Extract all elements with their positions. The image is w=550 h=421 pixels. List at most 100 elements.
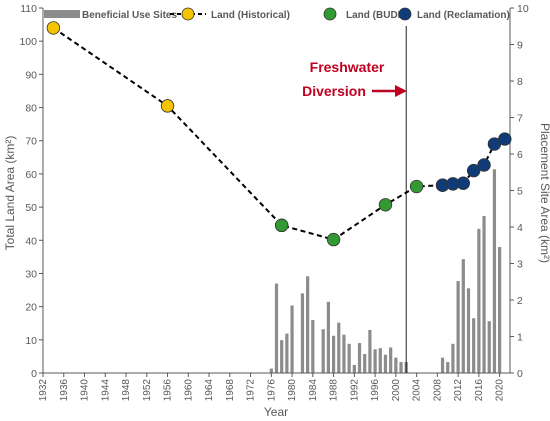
bar-2020 [498,247,502,373]
legend: Beneficial Use Sites Land (Historical) L… [44,7,510,21]
x-tick-2016: 2016 [474,379,485,402]
y-left-tick-110: 110 [20,3,37,15]
budm-point-1978 [274,218,289,233]
y-right-tick-4: 4 [517,222,523,234]
y-right-tick-5: 5 [517,186,523,198]
y-right-tick-3: 3 [517,259,523,271]
y-left-tick-10: 10 [25,335,37,347]
points-layer [46,21,512,247]
budm-point-1988 [326,232,341,247]
bar-1977 [274,283,279,373]
y-right-tick-8: 8 [517,76,523,88]
budm-point-1998 [378,198,393,212]
bar-1980 [290,305,294,373]
bar-2011 [451,343,455,373]
bar-1992 [352,364,356,373]
annotation-line2: Diversion [302,83,366,99]
x-tick-1960: 1960 [183,379,194,402]
y-right-tick-9: 9 [517,40,523,52]
bar-2016 [477,228,481,373]
x-tick-1976: 1976 [266,379,277,402]
x-tick-1972: 1972 [246,379,257,402]
y-left-tick-90: 90 [25,69,37,81]
bar-1993 [357,343,362,373]
bar-1978 [280,340,284,373]
legend-budm-marker [323,7,337,21]
bar-1989 [337,322,341,373]
x-tick-1996: 1996 [370,379,381,402]
x-tick-2012: 2012 [453,379,464,402]
bar-1997 [378,348,382,373]
bar-1995 [368,329,372,373]
legend-budm-label: Land (BUDM) [346,10,409,21]
y-right-tick-1: 1 [517,332,523,344]
bar-2010 [446,362,450,373]
x-tick-1980: 1980 [287,379,298,402]
historical-point-1934 [46,21,61,35]
y-left-tick-100: 100 [19,36,37,48]
historical-point-1956 [160,99,175,113]
bar-1983 [306,276,310,373]
bar-2001 [399,362,403,373]
bar-2018 [487,321,491,373]
x-tick-2020: 2020 [495,379,506,402]
land-trend-line [52,27,506,241]
legend-bar-label: Beneficial Use Sites [82,10,177,21]
x-tick-2008: 2008 [432,379,443,402]
x-tick-2000: 2000 [391,379,402,402]
legend-reclamation-marker [398,7,412,21]
budm-point-2004 [409,179,424,194]
bar-2009 [440,357,445,373]
x-tick-1964: 1964 [204,379,215,402]
reclamation-point-2013 [456,176,471,190]
diversion-annotation: Freshwater Diversion [302,59,407,99]
x-tick-1988: 1988 [329,379,340,402]
y-left-tick-40: 40 [25,235,37,247]
line-layer [52,27,506,241]
bar-1999 [389,347,393,373]
bar-1984 [311,320,315,373]
y-right-tick-0: 0 [517,368,523,380]
x-tick-1936: 1936 [59,379,70,402]
reclamation-point-2021 [498,132,512,146]
bar-1998 [383,354,388,373]
bar-2013 [461,259,465,373]
bar-1976 [269,368,273,373]
reclamation-point-2017 [477,158,491,172]
legend-bar-swatch [44,10,80,18]
x-tick-1968: 1968 [225,379,236,402]
annotation-arrow-head [395,85,407,97]
bar-1982 [300,293,305,373]
y-left-tick-70: 70 [25,136,37,148]
y-right-tick-10: 10 [517,3,529,15]
reclamation-point-2015 [466,163,481,178]
bar-2017 [482,216,486,373]
bar-2019 [492,169,497,373]
y-axis-left-title: Total Land Area (km²) [3,136,17,251]
bar-2015 [472,318,476,373]
y-left-tick-0: 0 [31,368,37,380]
x-tick-1984: 1984 [308,379,319,402]
x-tick-1940: 1940 [80,379,91,402]
y-left-tick-60: 60 [25,169,37,181]
y-left-tick-50: 50 [25,202,37,214]
y-right-tick-7: 7 [517,113,523,125]
bar-1988 [331,335,336,373]
legend-historical-label: Land (Historical) [211,10,290,21]
y-right-tick-2: 2 [517,295,523,307]
axes-layer: 0 10 20 30 40 50 60 70 80 90 100 110 0 1 2 3 4 5 6 7 8 9 10 193… [19,3,528,401]
x-tick-1932: 1932 [38,379,49,402]
bar-2012 [456,281,460,373]
x-tick-1948: 1948 [121,379,132,402]
legend-historical-marker [181,7,195,21]
y-left-tick-30: 30 [25,268,37,280]
y-left-tick-80: 80 [25,103,37,115]
x-tick-1992: 1992 [349,379,360,402]
y-right-tick-6: 6 [517,149,523,161]
bar-1986 [321,329,325,373]
bar-1994 [363,354,367,373]
bars-layer [269,169,502,373]
y-axis-right-title: Placement Site Area (km²) [538,123,550,263]
x-tick-1952: 1952 [142,379,153,402]
